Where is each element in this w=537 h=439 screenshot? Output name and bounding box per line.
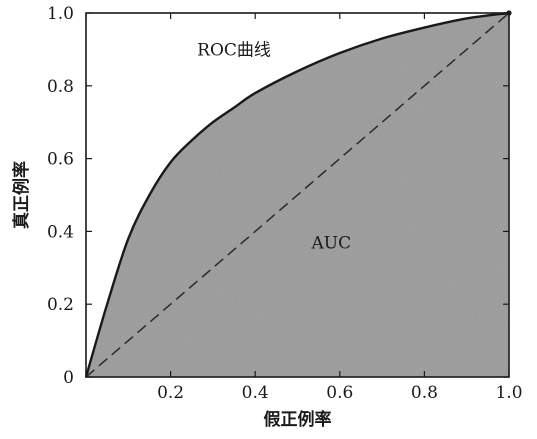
y-tick-label: 0.4	[47, 222, 74, 242]
roc-curve-annotation: ROC曲线	[197, 40, 271, 60]
y-tick-label: 0.8	[47, 77, 74, 97]
roc-curve-line	[84, 11, 510, 378]
x-tick-label: 0.8	[411, 383, 438, 403]
x-axis-title: 假正例率	[264, 409, 332, 430]
x-tick-label: 0.4	[242, 383, 269, 403]
x-tick-label: 0.2	[157, 383, 184, 403]
y-tick-label: 0	[63, 368, 74, 388]
y-axis-title: 真正例率	[11, 161, 32, 229]
x-tick-label: 1.0	[495, 383, 522, 403]
y-tick-label: 0.6	[47, 150, 74, 170]
y-tick-label: 0.2	[47, 295, 74, 315]
y-tick-label: 1.0	[47, 4, 74, 24]
random-guess-diagonal	[85, 12, 510, 378]
auc-annotation: AUC	[311, 233, 352, 253]
plot-frame	[85, 12, 510, 378]
x-tick-label: 0.6	[326, 383, 353, 403]
